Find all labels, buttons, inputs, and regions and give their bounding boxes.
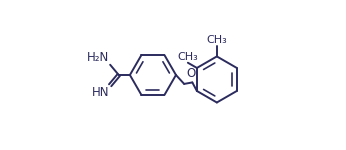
Text: CH₃: CH₃: [177, 52, 198, 62]
Text: H₂N: H₂N: [87, 51, 109, 64]
Text: O: O: [186, 67, 195, 80]
Text: CH₃: CH₃: [207, 35, 227, 45]
Text: HN: HN: [92, 86, 109, 99]
